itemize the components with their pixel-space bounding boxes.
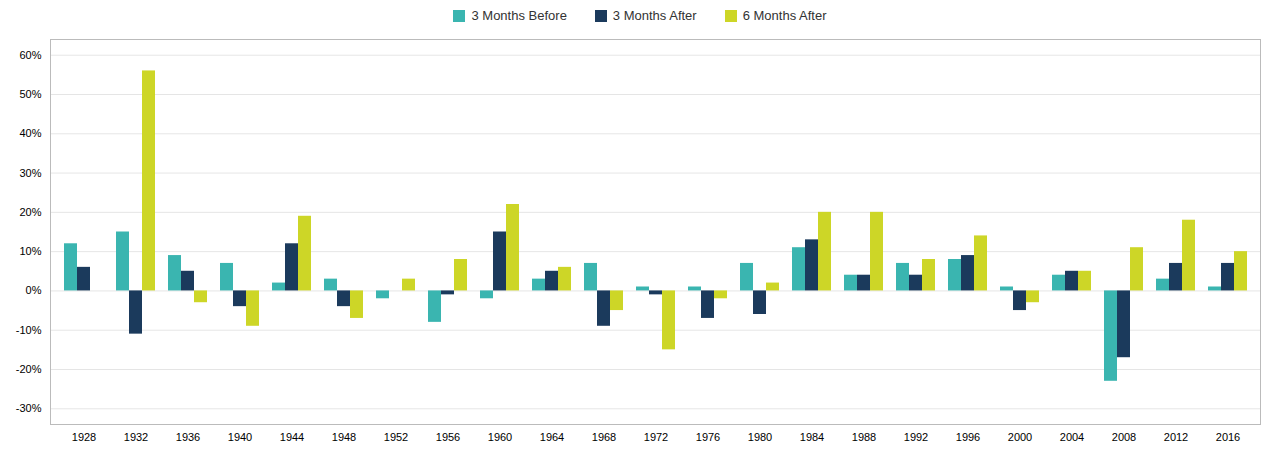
svg-text:1984: 1984 bbox=[800, 431, 824, 443]
svg-text:2004: 2004 bbox=[1060, 431, 1084, 443]
svg-text:1928: 1928 bbox=[72, 431, 96, 443]
svg-text:1996: 1996 bbox=[956, 431, 980, 443]
svg-text:40%: 40% bbox=[19, 127, 41, 139]
svg-text:2000: 2000 bbox=[1008, 431, 1032, 443]
svg-text:1960: 1960 bbox=[488, 431, 512, 443]
svg-text:1944: 1944 bbox=[280, 431, 304, 443]
svg-text:0%: 0% bbox=[26, 284, 42, 296]
svg-text:1936: 1936 bbox=[176, 431, 200, 443]
svg-text:2012: 2012 bbox=[1164, 431, 1188, 443]
svg-text:20%: 20% bbox=[19, 206, 41, 218]
svg-text:10%: 10% bbox=[19, 245, 41, 257]
svg-text:50%: 50% bbox=[19, 88, 41, 100]
svg-text:2016: 2016 bbox=[1216, 431, 1240, 443]
svg-text:1956: 1956 bbox=[436, 431, 460, 443]
svg-text:1948: 1948 bbox=[332, 431, 356, 443]
svg-text:1964: 1964 bbox=[540, 431, 564, 443]
html-text:3 Months Before: 3 Months Before bbox=[471, 8, 567, 23]
svg-text:2008: 2008 bbox=[1112, 431, 1136, 443]
svg-text:1932: 1932 bbox=[124, 431, 148, 443]
svg-text:60%: 60% bbox=[19, 49, 41, 61]
svg-text:-20%: -20% bbox=[16, 363, 42, 375]
svg-text:-30%: -30% bbox=[16, 402, 42, 414]
svg-text:1940: 1940 bbox=[228, 431, 252, 443]
svg-text:1976: 1976 bbox=[696, 431, 720, 443]
svg-text:1992: 1992 bbox=[904, 431, 928, 443]
svg-text:1988: 1988 bbox=[852, 431, 876, 443]
svg-text:1968: 1968 bbox=[592, 431, 616, 443]
svg-text:1972: 1972 bbox=[644, 431, 668, 443]
svg-text:-10%: -10% bbox=[16, 324, 42, 336]
html-text:3 Months After: 3 Months After bbox=[612, 8, 697, 23]
svg-text:1980: 1980 bbox=[748, 431, 772, 443]
svg-text:1952: 1952 bbox=[384, 431, 408, 443]
svg-text:30%: 30% bbox=[19, 167, 41, 179]
html-text:6 Months After: 6 Months After bbox=[742, 8, 827, 23]
